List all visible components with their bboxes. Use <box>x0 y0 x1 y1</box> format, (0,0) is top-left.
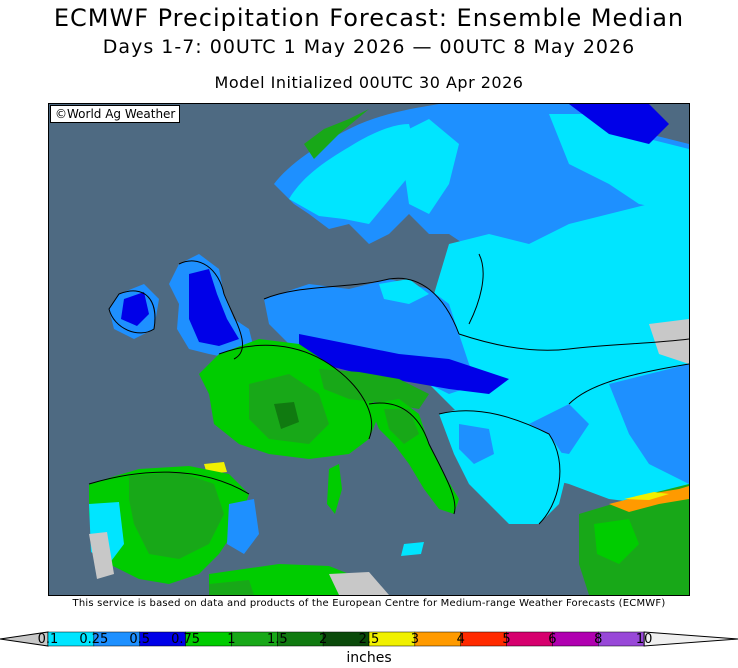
map-credit: ©World Ag Weather <box>50 105 181 123</box>
precipitation-map[interactable] <box>48 103 690 596</box>
legend-tick-label: 1.5 <box>266 632 288 647</box>
legend-tick-label: 0.1 <box>37 632 59 647</box>
region-sardinia <box>327 464 342 514</box>
model-initialized: Model Initialized 00UTC 30 Apr 2026 <box>214 73 524 92</box>
map-canvas <box>49 104 689 595</box>
legend-tick-label: 5 <box>502 632 511 647</box>
region-eastern-europe <box>419 199 689 524</box>
legend-tick-label: 8 <box>594 632 603 647</box>
map-title: ECMWF Precipitation Forecast: Ensemble M… <box>53 4 685 32</box>
legend-tick-label: 0.75 <box>171 632 201 647</box>
legend-tick-label: 4 <box>456 632 465 647</box>
legend-arrow-high <box>643 631 738 647</box>
legend-tick-label: 0.25 <box>79 632 109 647</box>
legend-tick-label: 3 <box>410 632 419 647</box>
legend-tick-label: 2.5 <box>358 632 380 647</box>
legend-tick-label: 10 <box>635 632 653 647</box>
legend-tick-label: 2 <box>319 632 328 647</box>
region-sicily <box>401 542 424 556</box>
legend-tick-label: 0.5 <box>129 632 151 647</box>
legend-units: inches <box>346 650 392 666</box>
color-legend <box>0 631 738 647</box>
forecast-period: Days 1-7: 00UTC 1 May 2026 — 00UTC 8 May… <box>102 36 636 58</box>
ecmwf-disclaimer: This service is based on data and produc… <box>72 598 666 609</box>
legend-tick-label: 1 <box>227 632 236 647</box>
legend-ticks: 0.1 0.25 0.5 0.75 1 1.5 2 2.5 3 4 5 6 8 10 <box>0 632 738 648</box>
country-borders <box>88 253 689 525</box>
legend-tick-label: 6 <box>548 632 557 647</box>
